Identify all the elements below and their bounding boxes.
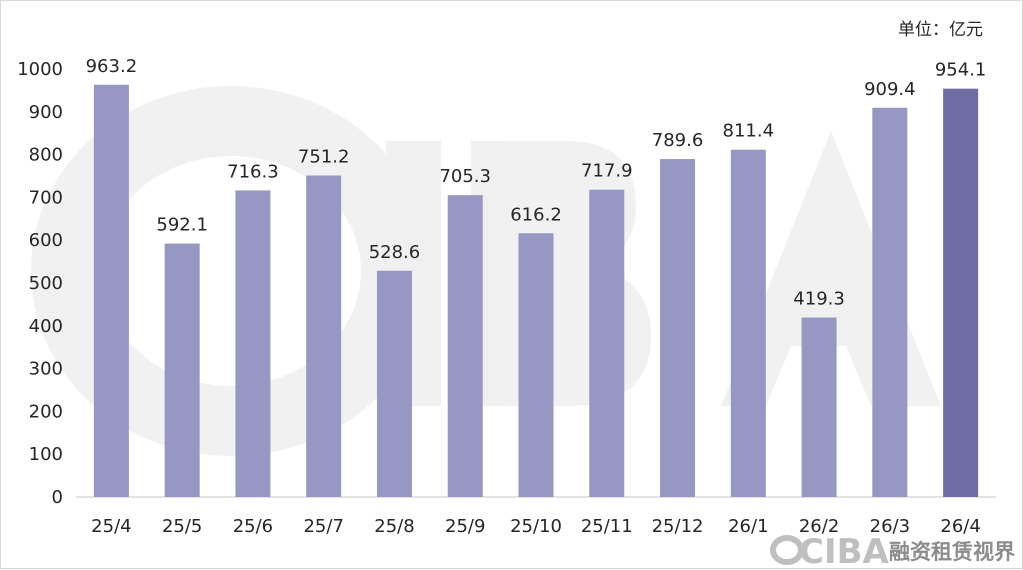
bar-26-3 [872,107,908,498]
y-tick-label: 900 [29,102,63,123]
x-tick-label: 25/8 [374,516,414,537]
y-tick-label: 200 [29,401,63,422]
bar-26-2 [801,317,837,497]
bar-25-5 [164,243,200,497]
data-label: 592.1 [156,215,208,236]
data-label: 789.6 [652,130,704,151]
y-tick-label: 500 [29,273,63,294]
unit-label: 单位：亿元 [898,20,983,40]
data-label: 705.3 [439,166,491,187]
bar-25-9 [447,195,483,498]
data-label: 751.2 [298,146,350,167]
y-tick-label: 600 [29,230,63,251]
x-tick-label: 26/3 [870,516,910,537]
logo-caption: 融资租赁视界 [889,539,1015,564]
x-tick-label: 26/2 [799,516,839,537]
bars [93,84,979,498]
x-tick-label: 25/12 [652,516,704,537]
x-tick-label: 25/4 [91,516,131,537]
bar-25-7 [306,175,342,498]
y-tick-label: 1000 [17,59,63,80]
y-axis-ticks: 0 100 200 300 400 500 600 700 800 900 1000 [17,59,63,508]
y-tick-label: 0 [52,487,63,508]
bar-25-12 [660,159,696,497]
bar-25-8 [376,270,412,497]
y-tick-label: 300 [29,359,63,380]
data-label: 528.6 [369,242,421,263]
bar-25-4 [93,84,129,497]
logo-text: CIBA [799,532,890,570]
y-tick-label: 800 [29,145,63,166]
x-tick-label: 25/10 [510,516,562,537]
bar-26-4 [943,88,979,497]
y-tick-label: 100 [29,444,63,465]
data-label: 716.3 [227,161,279,182]
data-label: 909.4 [864,79,916,100]
data-label: 419.3 [793,289,845,310]
bar-26-1 [730,149,766,497]
y-tick-label: 400 [29,316,63,337]
x-axis-ticks: 25/4 25/5 25/6 25/7 25/8 25/9 25/10 25/11 25/12 2… [91,516,981,537]
x-tick-label: 25/9 [445,516,485,537]
x-tick-label: 25/6 [233,516,273,537]
x-tick-label: 26/1 [728,516,768,537]
data-label: 717.9 [581,161,633,182]
data-label: 811.4 [723,121,775,142]
data-labels: 963.2 592.1 716.3 751.2 528.6 705.3 616.2 717.9… [86,56,987,310]
x-tick-label: 25/11 [581,516,633,537]
ciba-logo-watermark: CIBA 融资租赁视界 [770,532,1015,570]
logo-c-shape [770,535,804,565]
bar-25-10 [518,233,554,497]
x-tick-label: 26/4 [940,516,980,537]
data-label: 963.2 [86,56,138,77]
x-tick-label: 25/7 [303,516,343,537]
bar-25-11 [589,189,625,497]
bar-25-6 [235,190,271,498]
x-tick-label: 25/5 [162,516,202,537]
data-label: 954.1 [935,60,987,81]
y-tick-label: 700 [29,187,63,208]
data-label: 616.2 [510,204,562,225]
